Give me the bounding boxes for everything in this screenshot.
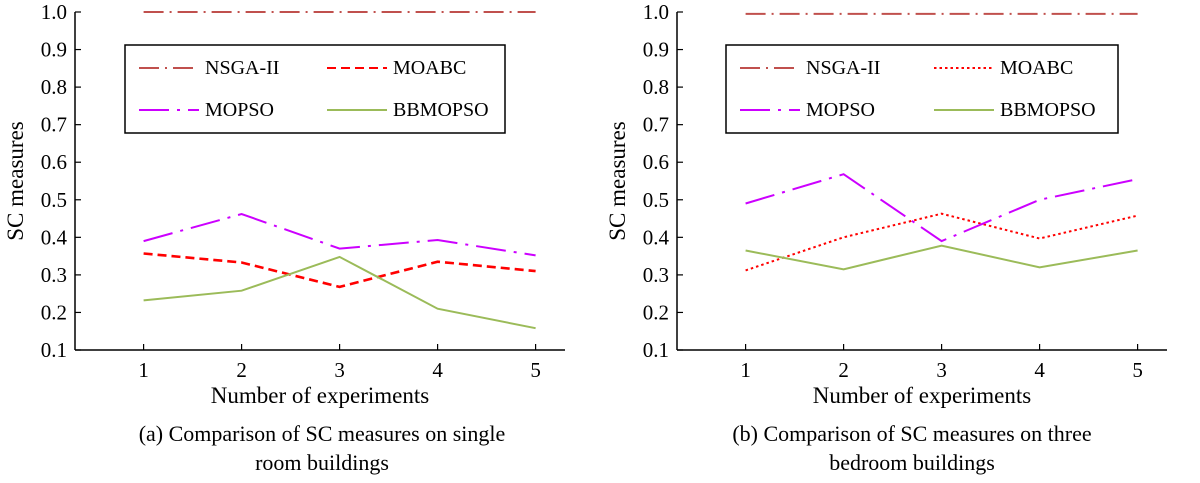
legend-label-moabc: MOABC <box>1000 57 1073 79</box>
series-line-moabc <box>745 212 1138 272</box>
y-tick-label: 1.0 <box>643 0 669 24</box>
y-tick-label: 0.7 <box>643 113 669 137</box>
series-line-mopso <box>143 212 536 257</box>
figure-caption-line: (b) Comparison of SC measures on three <box>732 421 1091 446</box>
y-tick-label: 0.8 <box>643 75 669 99</box>
y-tick-label: 0.5 <box>41 188 67 212</box>
y-tick-label: 0.2 <box>41 300 67 324</box>
y-tick-label: 0.4 <box>41 225 68 249</box>
legend-box <box>124 44 506 134</box>
x-tick-label: 4 <box>432 358 443 382</box>
x-tick-label: 4 <box>1034 358 1045 382</box>
series-line-bbmopso <box>143 255 536 330</box>
legend-label-moabc: MOABC <box>393 57 466 79</box>
legend-label-bbmopso: BBMOPSO <box>1000 99 1096 121</box>
chart-single-room: 0.1 0.2 0.3 0.4 0.5 0.6 0.7 0.8 0.9 1.0 1 2 3 4 5 Numbe… <box>3 0 565 475</box>
y-tick-label: 0.6 <box>643 150 669 174</box>
x-tick-label: 1 <box>740 358 751 382</box>
x-tick-label: 1 <box>138 358 149 382</box>
legend-label-mopso: MOPSO <box>205 99 274 121</box>
x-tick-label: 3 <box>334 358 345 382</box>
chart-three-bedroom: 0.1 0.2 0.3 0.4 0.5 0.6 0.7 0.8 0.9 1.0 1 2 3 4 5 Numbe… <box>605 0 1167 475</box>
y-tick-label: 0.5 <box>643 188 669 212</box>
y-tick-label: 0.1 <box>643 338 669 362</box>
legend-label-nsga-ii: NSGA-II <box>205 57 279 79</box>
figure-caption-line: room buildings <box>255 450 389 475</box>
y-tick-label: 0.6 <box>41 150 67 174</box>
y-tick-label: 0.7 <box>41 113 67 137</box>
y-axis-label: SC measures <box>3 121 28 241</box>
x-axis-label: Number of experiments <box>813 383 1031 408</box>
y-tick-label: 0.2 <box>643 300 669 324</box>
y-tick-label: 1.0 <box>41 0 67 24</box>
legend-label-nsga-ii: NSGA-II <box>806 57 880 79</box>
y-tick-label: 0.9 <box>643 38 669 62</box>
y-tick-label: 0.1 <box>41 338 67 362</box>
legend-label-mopso: MOPSO <box>806 99 875 121</box>
y-tick-label: 0.4 <box>643 225 670 249</box>
x-tick-label: 5 <box>530 358 541 382</box>
y-tick-label: 0.3 <box>41 263 67 287</box>
x-tick-label: 2 <box>838 358 849 382</box>
figure-caption-line: (a) Comparison of SC measures on single <box>139 421 506 446</box>
x-tick-label: 2 <box>236 358 247 382</box>
x-axis-label: Number of experiments <box>211 383 429 408</box>
legend-label-bbmopso: BBMOPSO <box>393 99 489 121</box>
x-tick-label: 5 <box>1132 358 1143 382</box>
figure-caption-line: bedroom buildings <box>829 450 995 475</box>
y-tick-label: 0.8 <box>41 75 67 99</box>
legend-box <box>725 44 1119 134</box>
series-line-bbmopso <box>745 244 1138 271</box>
series-line-moabc <box>143 252 536 289</box>
series-line-mopso <box>745 173 1138 243</box>
y-axis-label: SC measures <box>605 121 630 241</box>
y-tick-label: 0.3 <box>643 263 669 287</box>
y-tick-label: 0.9 <box>41 38 67 62</box>
x-tick-label: 3 <box>936 358 947 382</box>
